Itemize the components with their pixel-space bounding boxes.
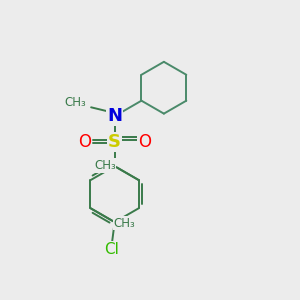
Text: CH₃: CH₃ [64, 96, 86, 110]
Text: S: S [108, 133, 121, 151]
Text: O: O [78, 133, 91, 151]
Text: CH₃: CH₃ [94, 159, 116, 172]
Text: O: O [138, 133, 151, 151]
Text: N: N [107, 107, 122, 125]
Text: CH₃: CH₃ [114, 217, 135, 230]
Text: Cl: Cl [104, 242, 119, 257]
